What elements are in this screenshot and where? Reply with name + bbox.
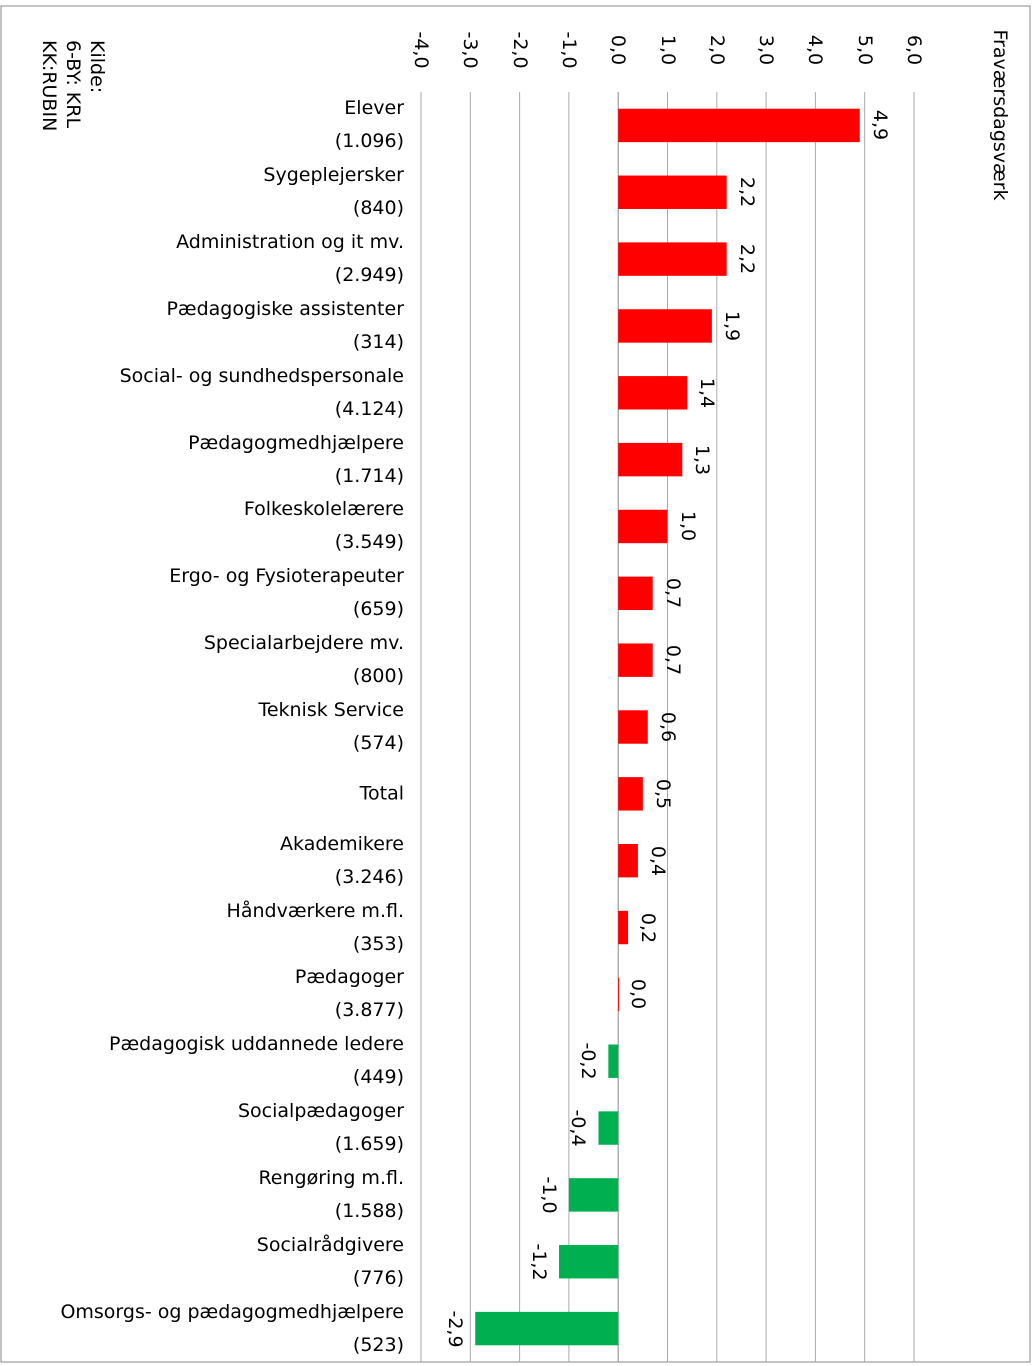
- category-label: Socialrådgivere (776): [256, 1233, 404, 1289]
- bar: [618, 376, 688, 410]
- frame: [0, 5, 1031, 1363]
- x-tick-label: 2,0: [705, 34, 728, 66]
- x-tick-label: -3,0: [459, 31, 482, 69]
- category-label: Total: [359, 782, 404, 805]
- category-label: Folkeskolelærere (3.549): [243, 498, 404, 554]
- bar: [618, 309, 712, 343]
- category-label: Administration og it mv. (2.949): [176, 231, 404, 287]
- bar: [475, 1311, 619, 1346]
- bar: [618, 509, 668, 544]
- category-label: Pædagogisk uddannede ledere (449): [109, 1033, 404, 1089]
- x-tick-label: 0,0: [607, 34, 630, 66]
- bar: [568, 1178, 619, 1212]
- bar: [618, 777, 643, 811]
- category-label: Ergo- og Fysioterapeuter (659): [169, 565, 404, 621]
- bar: [618, 576, 653, 611]
- bar: [559, 1245, 619, 1279]
- bar: [618, 242, 727, 276]
- bar: [618, 910, 629, 945]
- category-label: Elever (1.096): [334, 97, 404, 153]
- value-label: 1,4: [696, 377, 719, 408]
- x-tick-label: -4,0: [410, 31, 432, 69]
- bar: [608, 1044, 619, 1078]
- value-label: -0,2: [577, 1042, 600, 1080]
- category-label: Håndværkere m.fl. (353): [226, 899, 404, 955]
- value-label: -1,0: [537, 1176, 560, 1214]
- value-label: 0,4: [646, 845, 669, 876]
- value-label: 1,9: [720, 310, 743, 342]
- category-label: Omsorgs- og pædagogmedhjælpere (523): [60, 1300, 404, 1356]
- value-label: 0,2: [637, 912, 660, 943]
- value-label: 4,9: [868, 110, 891, 141]
- source-line: Kilde:: [86, 40, 108, 94]
- value-label: 0,5: [651, 778, 674, 809]
- value-label: -0,4: [567, 1109, 590, 1147]
- bar: [598, 1111, 619, 1145]
- bar: [618, 977, 620, 1012]
- bar: [618, 710, 648, 744]
- value-label: -1,2: [528, 1243, 551, 1281]
- bar: [618, 175, 727, 209]
- value-label: 1,3: [691, 444, 714, 475]
- bar: [618, 643, 653, 677]
- x-tick-label: 6,0: [903, 34, 925, 66]
- category-label: Rengøring m.fl. (1.588): [258, 1166, 404, 1222]
- category-label: Pædagogmedhjælpere (1.714): [188, 431, 404, 487]
- x-tick-label: 5,0: [853, 34, 876, 66]
- value-label: 0,7: [661, 578, 684, 609]
- category-label: Pædagoger (3.877): [294, 966, 404, 1022]
- category-label: Teknisk Service (574): [258, 699, 404, 754]
- axis-title: Fraværsdagsværk: [989, 29, 1011, 201]
- x-tick-label: 4,0: [804, 34, 827, 66]
- category-label: Akademikere (3.246): [280, 832, 404, 888]
- x-tick-label: 1,0: [656, 34, 679, 66]
- value-label: 0,0: [627, 979, 650, 1010]
- bar: [618, 108, 860, 143]
- value-label: -2,9: [444, 1310, 467, 1348]
- x-tick-label: -2,0: [508, 31, 531, 69]
- source-line: 6-BY: KRL: [62, 40, 84, 129]
- value-label: 0,6: [656, 711, 679, 743]
- bar: [618, 843, 638, 878]
- category-label: Pædagogiske assistenter (314): [166, 297, 404, 353]
- x-tick-label: -1,0: [557, 31, 580, 69]
- source-line: KK:RUBIN: [38, 40, 60, 132]
- x-tick-label: 3,0: [755, 34, 778, 66]
- category-label: Specialarbejdere mv. (800): [203, 632, 404, 688]
- category-label: Sygeplejersker (840): [263, 164, 404, 220]
- value-label: 2,2: [735, 243, 758, 275]
- category-label: Socialpædagoger (1.659): [238, 1100, 404, 1156]
- value-label: 1,0: [676, 511, 699, 542]
- category-label: Social- og sundhedspersonale (4.124): [119, 364, 404, 420]
- value-label: 0,7: [661, 645, 684, 676]
- bar: [618, 442, 683, 477]
- value-label: 2,2: [735, 177, 758, 208]
